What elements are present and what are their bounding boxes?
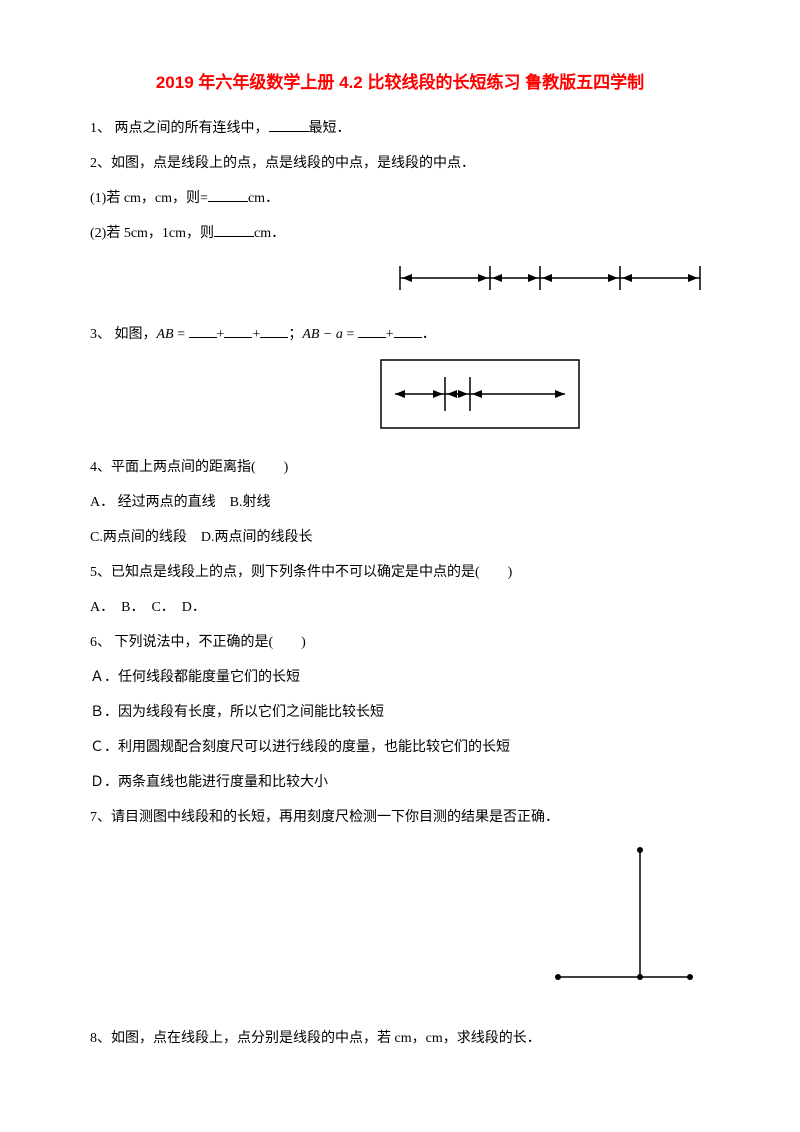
q5-opts: A． B． C． D． — [90, 597, 710, 618]
q3-blank2 — [224, 324, 252, 338]
q3-plus1: + — [217, 327, 225, 342]
q3-diagram-row — [90, 359, 710, 429]
q6-a: Ａ．任何线段都能度量它们的长短 — [90, 667, 710, 688]
q2-p2-a: (2)若 5cm，1cm，则 — [90, 226, 214, 241]
q6-b: Ｂ．因为线段有长度，所以它们之间能比较长短 — [90, 702, 710, 723]
q3: 3、 如图，AB = + + ；AB − a = + ． — [90, 324, 710, 345]
q3-blank1 — [189, 324, 217, 338]
q3-semi: ； — [288, 327, 302, 342]
q4-opt-c: C.两点间的线段 D.两点间的线段长 — [90, 527, 710, 548]
q2-p2-b: cm． — [254, 226, 285, 241]
q2-diagram — [390, 258, 710, 296]
q1-blank — [269, 118, 309, 132]
q5-stem: 5、已知点是线段上的点，则下列条件中不可以确定是中点的是( ) — [90, 562, 710, 583]
q3-diagram — [380, 359, 580, 429]
q1-prefix: 1、 两点之间的所有连线中， — [90, 121, 269, 136]
q6-stem: 6、 下列说法中，不正确的是( ) — [90, 632, 710, 653]
q3-ab: AB — [157, 327, 174, 342]
q3-blank4 — [358, 324, 386, 338]
q3-dot: ． — [422, 327, 436, 342]
q3-eq2: = — [343, 327, 358, 342]
q2-p2-blank — [214, 223, 254, 237]
q3-plus2: + — [252, 327, 260, 342]
q2-p1-blank — [208, 188, 248, 202]
q3-prefix: 3、 如图， — [90, 327, 157, 342]
q6-d: Ｄ．两条直线也能进行度量和比较大小 — [90, 772, 710, 793]
q2-p2: (2)若 5cm，1cm，则 cm． — [90, 223, 710, 244]
q3-blank5 — [394, 324, 422, 338]
q3-blank3 — [260, 324, 288, 338]
q1-suffix: 最短． — [309, 121, 351, 136]
q2-p1-b: cm． — [248, 191, 279, 206]
q2-diagram-row — [90, 258, 710, 296]
q3-plus3: + — [386, 327, 394, 342]
q2-p1-a: (1)若 cm，cm，则= — [90, 191, 208, 206]
q3-abma: AB − a — [302, 327, 343, 342]
q4-stem: 4、平面上两点间的距离指( ) — [90, 457, 710, 478]
q6-c: Ｃ．利用圆规配合刻度尺可以进行线段的度量，也能比较它们的长短 — [90, 737, 710, 758]
q7-stem: 7、请目测图中线段和的长短，再用刻度尺检测一下你目测的结果是否正确． — [90, 807, 710, 828]
q8-stem: 8、如图，点在线段上，点分别是线段的中点，若 cm，cm，求线段的长． — [90, 1028, 710, 1049]
q2-stem: 2、如图，点是线段上的点，点是线段的中点，是线段的中点． — [90, 153, 710, 174]
q3-eq1: = — [174, 327, 189, 342]
page-title: 2019 年六年级数学上册 4.2 比较线段的长短练习 鲁教版五四学制 — [90, 70, 710, 96]
q7-diagram — [540, 842, 700, 992]
q1: 1、 两点之间的所有连线中， 最短． — [90, 118, 710, 139]
q4-opt-a: A． 经过两点的直线 B.射线 — [90, 492, 710, 513]
q7-diagram-row — [90, 842, 700, 992]
q2-p1: (1)若 cm，cm，则= cm． — [90, 188, 710, 209]
